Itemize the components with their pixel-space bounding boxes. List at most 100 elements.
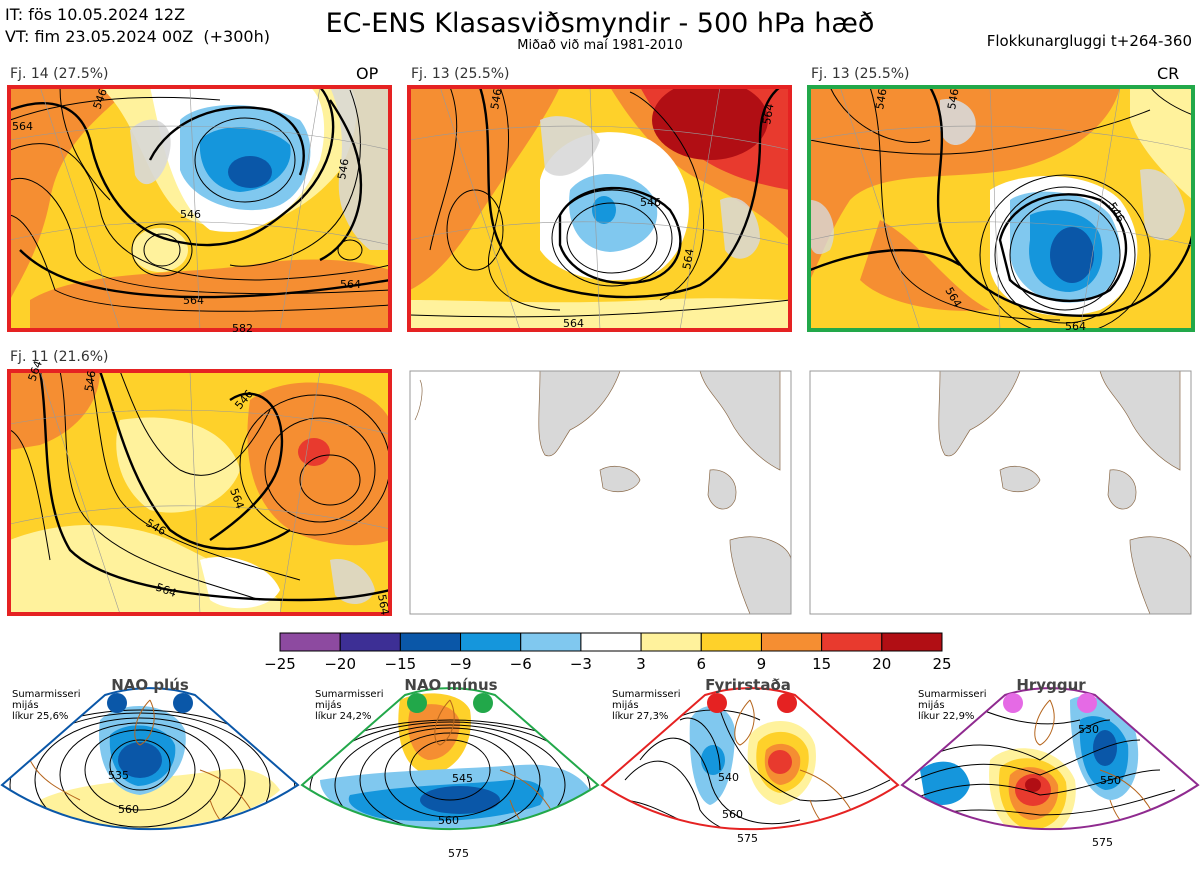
svg-text:564: 564	[183, 294, 204, 307]
panel-6-map	[810, 371, 1191, 614]
colorbar-tick-label: −20	[324, 655, 356, 673]
panel-4-map	[10, 371, 390, 614]
regime-1-border	[0, 687, 300, 831]
colorbar-tick-label: 15	[812, 655, 832, 673]
svg-text:545: 545	[452, 772, 473, 785]
colorbar-box	[460, 632, 522, 652]
svg-text:546: 546	[82, 370, 98, 393]
regime-3-contour-labels: 540 560 575	[718, 771, 758, 845]
panel-1-label: Fj. 14 (27.5%)	[10, 66, 109, 82]
regime-1-contour-labels: 535 560	[108, 769, 139, 816]
svg-text:564: 564	[375, 593, 391, 616]
colorbar-box	[640, 632, 702, 652]
svg-text:546: 546	[945, 88, 961, 111]
svg-text:546: 546	[640, 196, 661, 209]
regime-2-marker-right	[473, 693, 493, 713]
colorbar-box	[760, 632, 823, 652]
svg-text:564: 564	[12, 120, 33, 133]
colorbar-box	[580, 632, 642, 652]
svg-text:564: 564	[1065, 320, 1086, 333]
panel-2-label: Fj. 13 (25.5%)	[411, 66, 510, 82]
svg-text:546: 546	[873, 88, 889, 111]
regime-1-info: Sumarmisseri mijás líkur 25,6%	[12, 689, 81, 722]
panel-2-map	[410, 87, 790, 330]
colorbar-tick-label: −25	[264, 655, 296, 673]
panel-4-border	[7, 369, 392, 616]
regime-1-marker-left	[107, 693, 127, 713]
svg-text:564: 564	[680, 248, 696, 271]
regime-3-name: Fyrirstaða	[705, 676, 791, 694]
regime-4-border	[900, 687, 1200, 831]
regime-2-info: Sumarmisseri mijás líkur 24,2%	[315, 689, 384, 722]
regime-2-contour-labels: 545 560 575	[438, 772, 473, 860]
svg-text:546: 546	[335, 158, 351, 181]
colorbar-tick-label: −6	[509, 655, 532, 673]
colorbar-box	[821, 632, 883, 652]
svg-text:582: 582	[232, 322, 253, 335]
svg-text:564: 564	[563, 317, 584, 330]
panel-1-contour-labels: 546 564 546 546 564 564 582	[12, 87, 361, 335]
svg-text:546: 546	[488, 88, 504, 111]
colorbar-box	[339, 632, 401, 652]
page-title: EC-ENS Klasasviðsmyndir - 500 hPa hæð	[325, 8, 875, 39]
panel-3-tag: CR	[1157, 64, 1180, 83]
panel-1-map	[10, 87, 390, 330]
colorbar-box	[700, 632, 762, 652]
classification-window: Flokkunargluggi t+264-360	[986, 32, 1192, 50]
regime-3-info: Sumarmisseri mijás líkur 27,3%	[612, 689, 681, 722]
regime-3-marker-right	[777, 693, 797, 713]
svg-text:575: 575	[1092, 836, 1113, 849]
svg-text:546: 546	[180, 208, 201, 221]
regime-2-name: NAO mínus	[404, 676, 498, 694]
regime-4-marker-right	[1077, 693, 1097, 713]
svg-text:560: 560	[118, 803, 139, 816]
colorbar-tick-label: −15	[384, 655, 417, 673]
svg-text:575: 575	[448, 847, 469, 860]
regime-4-info: Sumarmisseri mijás líkur 22,9%	[918, 689, 987, 722]
panel-4-label: Fj. 11 (21.6%)	[10, 349, 109, 365]
panel-6-frame	[809, 370, 1192, 615]
svg-text:564: 564	[340, 278, 361, 291]
valid-time: VT: fim 23.05.2024 00Z (+300h)	[5, 27, 270, 46]
issue-time: IT: fös 10.05.2024 12Z	[5, 5, 186, 24]
panel-3-label: Fj. 13 (25.5%)	[811, 66, 910, 82]
svg-text:575: 575	[737, 832, 758, 845]
svg-text:564: 564	[760, 103, 776, 126]
svg-text:550: 550	[1100, 774, 1121, 787]
panel-3-map	[810, 87, 1193, 330]
svg-text:535: 535	[108, 769, 129, 782]
panel-2-border	[407, 85, 792, 332]
colorbar-tick-label: 9	[756, 655, 767, 673]
colorbar-tick-label: 25	[932, 655, 952, 673]
colorbar-box	[399, 632, 462, 652]
panel-3-border	[807, 85, 1195, 332]
colorbar-box	[520, 632, 582, 652]
header-times: IT: fös 10.05.2024 12Z VT: fim 23.05.202…	[5, 4, 270, 48]
svg-text:530: 530	[1078, 723, 1099, 736]
colorbar-tick-label: −3	[569, 655, 592, 673]
regime-4-marker-left	[1003, 693, 1023, 713]
regime-1-marker-right	[173, 693, 193, 713]
svg-text:560: 560	[722, 808, 743, 821]
panel-5-map	[410, 371, 791, 614]
regime-2-marker-left	[407, 693, 427, 713]
regime-4-contour-labels: 530 550 575	[1078, 723, 1121, 849]
panel-2-contour-labels: 546 564 546 564 564	[488, 88, 776, 330]
svg-text:540: 540	[718, 771, 739, 784]
colorbar-box	[881, 632, 943, 652]
svg-text:560: 560	[438, 814, 459, 827]
colorbar-tick-label: 20	[872, 655, 892, 673]
panel-5-frame	[409, 370, 792, 615]
panel-1-tag: OP	[356, 64, 379, 83]
panel-1-border	[7, 85, 392, 332]
colorbar-tick-label: 6	[696, 655, 707, 673]
colorbar-box	[279, 632, 341, 652]
colorbar	[279, 632, 943, 652]
regime-3-border	[600, 687, 900, 831]
colorbar-tick-label: 3	[636, 655, 646, 673]
regime-2-border	[300, 687, 600, 831]
page-subtitle: Miðað við maí 1981-2010	[517, 38, 683, 53]
colorbar-tick-label: −9	[449, 655, 472, 673]
panel-4-contour-labels: 546 546 546 564 564 564 564	[26, 359, 392, 616]
